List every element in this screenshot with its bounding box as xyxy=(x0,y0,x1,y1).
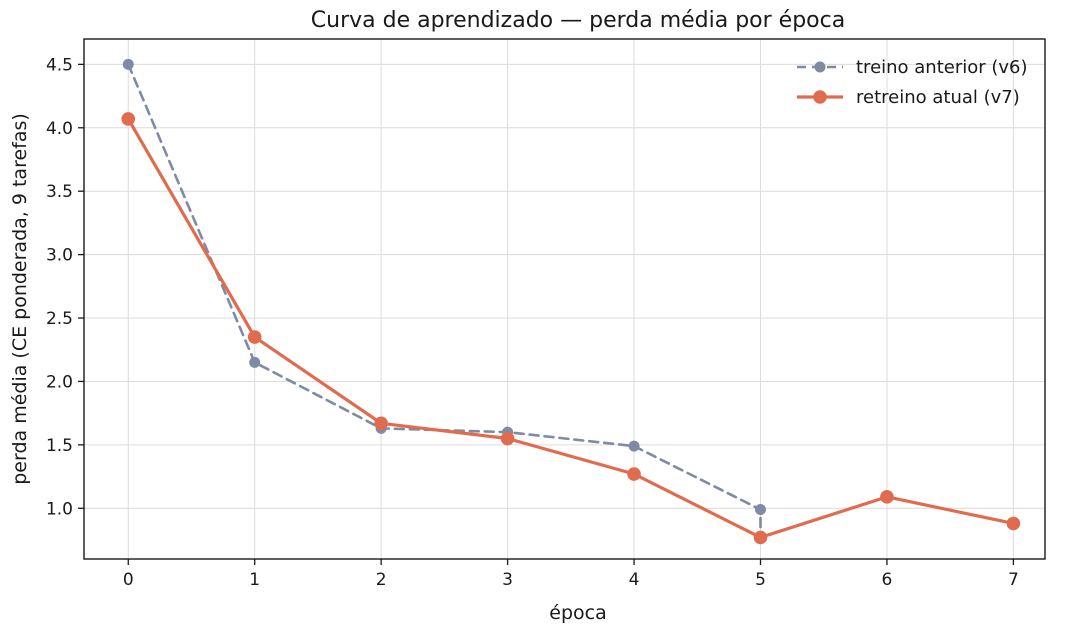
x-tick-label: 4 xyxy=(629,570,640,590)
data-point xyxy=(628,440,640,452)
x-tick-label: 5 xyxy=(755,570,766,590)
y-tick-label: 1.0 xyxy=(46,499,73,519)
y-tick-label: 3.5 xyxy=(46,182,73,202)
data-point xyxy=(754,504,766,516)
x-tick-label: 7 xyxy=(1008,570,1019,590)
x-tick-label: 2 xyxy=(376,570,387,590)
data-point xyxy=(880,490,894,504)
data-point xyxy=(247,330,262,344)
y-tick-label: 2.5 xyxy=(46,309,73,329)
x-axis-label: época xyxy=(549,602,606,624)
data-point xyxy=(374,416,388,431)
series-line xyxy=(126,63,762,539)
data-point xyxy=(122,58,134,70)
legend-marker xyxy=(814,61,826,73)
data-point xyxy=(500,431,515,446)
y-tick-label: 1.5 xyxy=(46,436,73,456)
y-tick-label: 4.5 xyxy=(46,55,73,75)
legend-label: treino anterior (v6) xyxy=(856,57,1028,78)
x-tick-label: 0 xyxy=(123,570,134,590)
series-2 xyxy=(121,112,1021,545)
y-tick-label: 3.0 xyxy=(46,246,73,266)
series-1 xyxy=(122,58,766,543)
legend-item: treino anterior (v6) xyxy=(797,57,1028,78)
legend-item: retreino atual (v7) xyxy=(797,87,1020,108)
legend: treino anterior (v6) retreino atual (v7) xyxy=(797,57,1028,108)
series-layer xyxy=(121,58,1021,545)
legend-marker xyxy=(813,90,827,104)
x-tick-label: 3 xyxy=(502,570,513,590)
y-tick-label: 4.0 xyxy=(46,119,73,139)
chart-title: Curva de aprendizado — perda média por é… xyxy=(311,8,845,33)
data-point xyxy=(627,467,641,481)
axis-ticks: 0 1 2 3 4 5 6 7 1.0 1.5 2.0 2.5 3.0 3.5 4.0 4.5 xyxy=(46,55,1019,590)
y-axis-label: perda média (CE ponderada, 9 tarefas) xyxy=(9,113,31,485)
data-point xyxy=(1006,516,1021,531)
legend-label: retreino atual (v7) xyxy=(856,87,1020,108)
y-tick-label: 2.0 xyxy=(46,372,73,392)
x-tick-label: 1 xyxy=(249,570,260,590)
data-point xyxy=(121,112,136,126)
data-point xyxy=(753,530,768,545)
series-line xyxy=(126,117,1015,540)
x-tick-label: 6 xyxy=(882,570,893,590)
data-point xyxy=(249,356,261,368)
plot-frame xyxy=(83,38,1046,560)
